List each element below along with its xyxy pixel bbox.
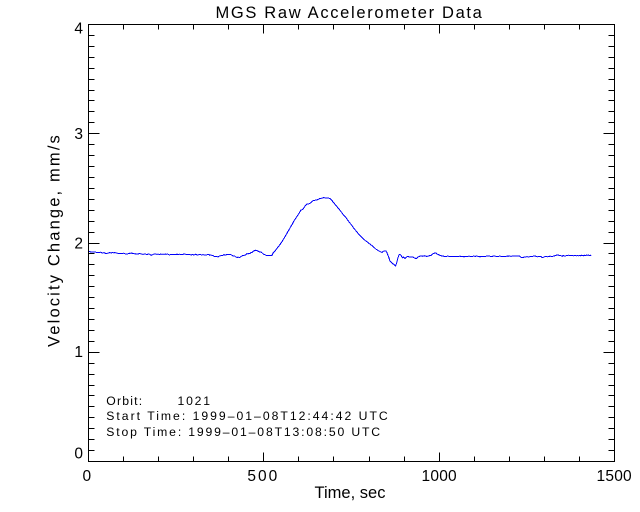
svg-text:500: 500 xyxy=(247,468,279,485)
svg-text:Velocity Change, mm/s: Velocity Change, mm/s xyxy=(46,133,64,347)
svg-text:1021: 1021 xyxy=(178,394,212,408)
svg-text:3: 3 xyxy=(74,126,83,143)
svg-text:0: 0 xyxy=(74,445,83,462)
svg-text:0: 0 xyxy=(82,468,91,485)
svg-text:2: 2 xyxy=(74,235,83,252)
svg-text:1500: 1500 xyxy=(597,468,632,485)
svg-text:Stop Time: 1999–01–08T13:08:50: Stop Time: 1999–01–08T13:08:50 UTC xyxy=(106,425,382,439)
svg-text:4: 4 xyxy=(74,20,83,37)
svg-text:1000: 1000 xyxy=(422,468,457,485)
svg-text:Orbit:: Orbit: xyxy=(106,394,143,408)
svg-text:Time, sec: Time, sec xyxy=(315,484,386,502)
svg-text:1: 1 xyxy=(74,344,83,361)
svg-text:Start Time: 1999–01–08T12:44:4: Start Time: 1999–01–08T12:44:42 UTC xyxy=(106,409,389,423)
svg-text:MGS Raw Accelerometer Data: MGS Raw Accelerometer Data xyxy=(215,4,483,22)
